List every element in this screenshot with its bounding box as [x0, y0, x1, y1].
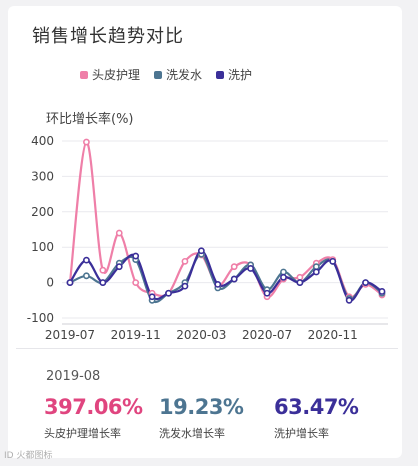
metric-value-hair-care: 63.47% — [274, 395, 359, 419]
data-point[interactable] — [362, 279, 369, 286]
y-axis-label: 环比增长率(%) — [46, 112, 134, 127]
data-point[interactable] — [165, 289, 172, 297]
legend-label-shampoo: 洗发水 — [166, 68, 203, 82]
y-tick-label: 0 — [46, 276, 54, 290]
data-point[interactable] — [181, 282, 189, 290]
data-point[interactable] — [83, 256, 90, 264]
metric-label-hair-care: 洗护增长率 — [274, 427, 329, 440]
data-point[interactable] — [99, 279, 107, 286]
series-line-scalp-care — [68, 140, 383, 299]
data-point[interactable] — [312, 263, 320, 271]
data-point[interactable] — [148, 293, 156, 301]
y-tick-label: 400 — [31, 134, 54, 148]
data-point[interactable] — [280, 268, 287, 276]
legend-item-scalp-care[interactable]: 头皮护理 — [80, 66, 140, 83]
data-point[interactable] — [230, 263, 238, 271]
legend-item-hair-care[interactable]: 洗护 — [216, 66, 252, 83]
data-point[interactable] — [66, 279, 74, 286]
data-point[interactable] — [99, 266, 107, 274]
legend-label-hair-care: 洗护 — [228, 68, 253, 82]
metric-scalp-care: 397.06% 头皮护理增长率 — [44, 395, 143, 441]
data-point[interactable] — [197, 247, 205, 255]
metric-value-scalp-care: 397.06% — [44, 395, 143, 419]
data-point[interactable] — [312, 268, 320, 276]
y-tick-label: 200 — [31, 205, 54, 219]
legend-swatch-hair-care — [216, 70, 225, 79]
chart-title: 销售增长趋势对比 — [32, 26, 184, 47]
data-point[interactable] — [115, 263, 123, 271]
data-point[interactable] — [132, 252, 140, 260]
data-point[interactable] — [214, 280, 222, 288]
data-point[interactable] — [115, 229, 123, 237]
data-point[interactable] — [329, 257, 337, 265]
data-point[interactable] — [181, 257, 189, 265]
data-point[interactable] — [247, 265, 255, 272]
legend-swatch-shampoo — [154, 70, 163, 79]
detail-date: 2019-08 — [46, 369, 101, 384]
data-point[interactable] — [83, 138, 90, 146]
x-tick-label: 2019-11 — [111, 328, 161, 342]
y-tick-label: 300 — [31, 169, 54, 183]
metric-hair-care: 63.47% 洗护增长率 — [274, 395, 359, 441]
y-ticks: 400 300 200 100 0 -100 — [27, 134, 54, 325]
data-point[interactable] — [296, 279, 304, 286]
y-tick-label: -100 — [27, 311, 54, 325]
data-point[interactable] — [378, 288, 386, 295]
legend-swatch-scalp-care — [80, 70, 88, 79]
legend-label-scalp-care: 头皮护理 — [92, 68, 141, 82]
series — [66, 138, 386, 304]
x-tick-label: 2020-11 — [308, 328, 358, 342]
x-tick-label: 2020-07 — [242, 328, 292, 342]
data-point[interactable] — [263, 289, 271, 297]
detail-panel: 2019-08 397.06% 头皮护理增长率 19.23% 洗发水增长率 63… — [16, 348, 398, 457]
data-point[interactable] — [345, 296, 353, 304]
metric-label-shampoo: 洗发水增长率 — [159, 427, 225, 440]
watermark: ID 火都图标 — [4, 451, 53, 461]
x-tick-label: 2019-07 — [45, 328, 95, 342]
legend-item-shampoo[interactable]: 洗发水 — [154, 66, 202, 83]
grid — [62, 140, 388, 319]
metric-value-shampoo: 19.23% — [159, 395, 244, 419]
data-point[interactable] — [296, 273, 304, 281]
x-tick-label: 2020-03 — [176, 328, 226, 342]
y-tick-label: 100 — [31, 240, 54, 254]
x-ticks: 2019-07 2019-11 2020-03 2020-07 2020-11 — [45, 323, 388, 342]
data-point[interactable] — [230, 275, 238, 283]
metric-shampoo: 19.23% 洗发水增长率 — [159, 395, 244, 441]
metric-label-scalp-care: 头皮护理增长率 — [44, 427, 121, 440]
data-point[interactable] — [132, 279, 140, 286]
data-point[interactable] — [280, 273, 287, 281]
legend: 头皮护理 洗发水 洗护 — [80, 66, 252, 83]
data-point[interactable] — [83, 272, 90, 280]
